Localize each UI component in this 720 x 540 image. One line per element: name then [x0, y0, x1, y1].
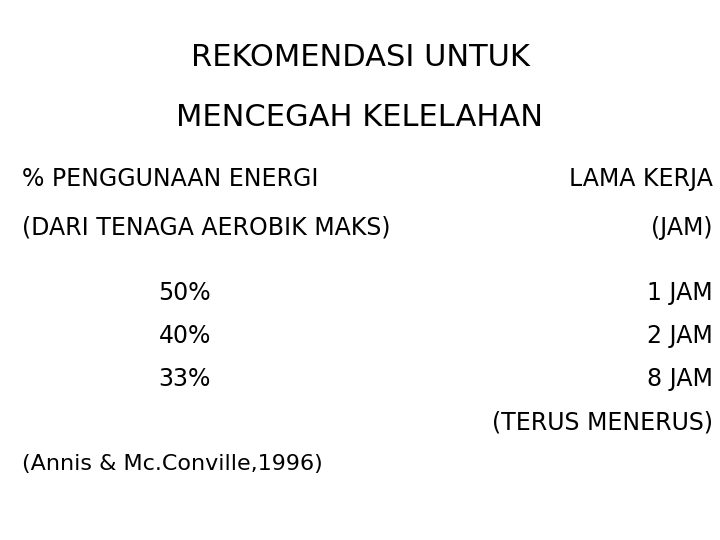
Text: 50%: 50%	[158, 281, 211, 305]
Text: (DARI TENAGA AEROBIK MAKS): (DARI TENAGA AEROBIK MAKS)	[22, 216, 390, 240]
Text: 1 JAM: 1 JAM	[647, 281, 713, 305]
Text: 40%: 40%	[158, 324, 211, 348]
Text: LAMA KERJA: LAMA KERJA	[569, 167, 713, 191]
Text: (TERUS MENERUS): (TERUS MENERUS)	[492, 410, 713, 434]
Text: 2 JAM: 2 JAM	[647, 324, 713, 348]
Text: MENCEGAH KELELAHAN: MENCEGAH KELELAHAN	[176, 103, 544, 132]
Text: 8 JAM: 8 JAM	[647, 367, 713, 391]
Text: (Annis & Mc.Conville,1996): (Annis & Mc.Conville,1996)	[22, 454, 323, 474]
Text: (JAM): (JAM)	[652, 216, 713, 240]
Text: REKOMENDASI UNTUK: REKOMENDASI UNTUK	[191, 43, 529, 72]
Text: 33%: 33%	[158, 367, 211, 391]
Text: % PENGGUNAAN ENERGI: % PENGGUNAAN ENERGI	[22, 167, 318, 191]
